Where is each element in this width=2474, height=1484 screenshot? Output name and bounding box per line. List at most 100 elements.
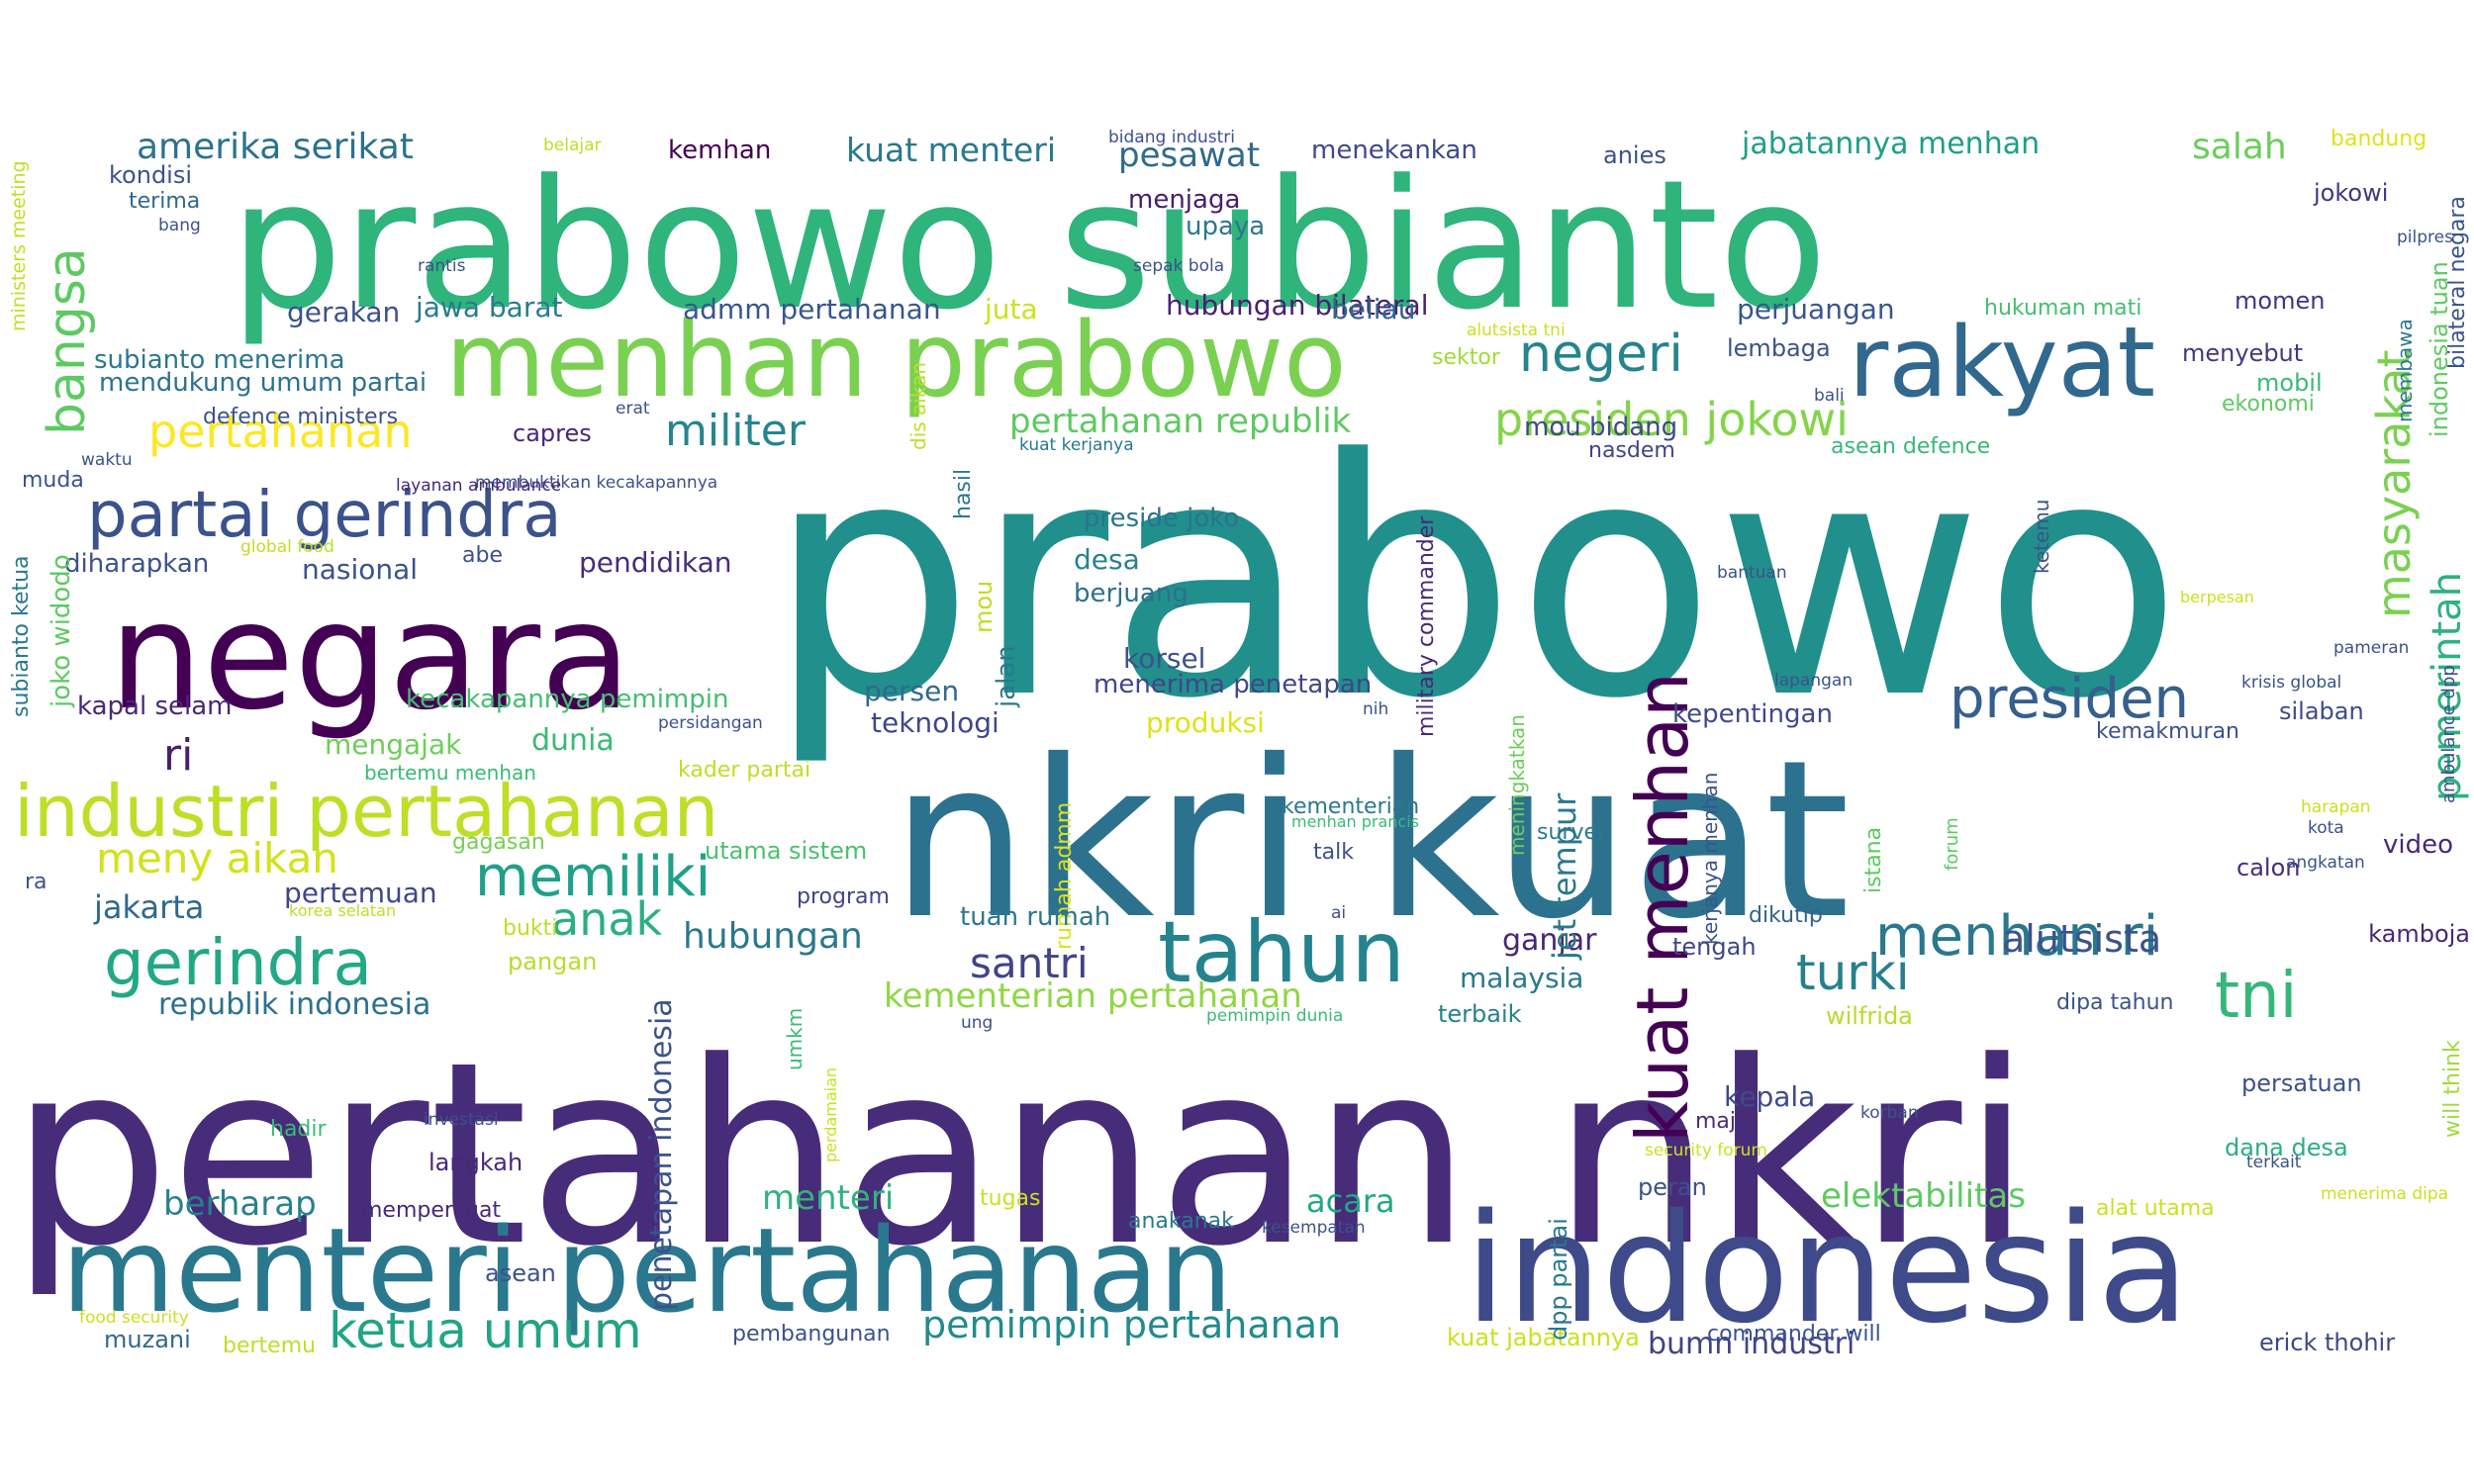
word-ambulance-dpp: ambulance dpp	[2438, 665, 2459, 803]
word-alutsista: alutsista	[2002, 917, 2161, 961]
word-pesawat: pesawat	[1118, 136, 1260, 175]
word-bali: bali	[1814, 386, 1845, 406]
word-juta: juta	[984, 293, 1038, 325]
word-menhan-prancis: menhan prancis	[1291, 812, 1419, 831]
word-pangan: pangan	[508, 948, 597, 975]
word-mobil: mobil	[2256, 369, 2323, 397]
word-will-think: will think	[2440, 1040, 2465, 1138]
word-bang: bang	[158, 216, 201, 235]
word-indonesia: indonesia	[1465, 1181, 2189, 1356]
word-pemimpin-dunia: pemimpin dunia	[1206, 1006, 1343, 1026]
word-mengajak: mengajak	[325, 728, 462, 761]
word-kapal-selam: kapal selam	[77, 692, 232, 721]
word-ganjar: ganjar	[1502, 923, 1597, 958]
word-kota: kota	[2308, 818, 2344, 838]
word-menekankan: menekankan	[1311, 136, 1477, 165]
word-waktu: waktu	[81, 450, 133, 470]
word-militer: militer	[665, 406, 807, 456]
word-kondisi: kondisi	[109, 161, 192, 189]
word-acara: acara	[1306, 1182, 1395, 1220]
word-jet-tempur: jet tempur	[1546, 792, 1583, 961]
word-negeri: negeri	[1519, 325, 1683, 384]
word-menyebut: menyebut	[2182, 339, 2303, 367]
word-pertahanan-nkri: pertahanan nkri	[10, 1008, 2032, 1302]
word-kesempatan: kesempatan	[1262, 1218, 1366, 1238]
word-kementerian-pertahanan: kementerian pertahanan	[884, 976, 1302, 1016]
word-bilateral-negara: bilateral negara	[2445, 196, 2470, 369]
word-berpesan: berpesan	[2180, 588, 2254, 606]
word-peran: peran	[1638, 1173, 1707, 1201]
word-turki: turki	[1796, 944, 1910, 1001]
word-teknologi: teknologi	[871, 706, 999, 739]
word-tni: tni	[2215, 960, 2297, 1033]
word-defence-ministers: defence ministers	[203, 405, 398, 429]
word-muzani: muzani	[104, 1326, 191, 1353]
word-survei: survei	[1537, 820, 1603, 845]
word-masyarakat: masyarakat	[2367, 349, 2421, 618]
word-santri: santri	[970, 939, 1089, 987]
word-pilpres: pilpres	[2397, 228, 2453, 247]
word-pertahanan: pertahanan	[148, 405, 412, 458]
word-presiden-jokowi: presiden jokowi	[1494, 393, 1849, 446]
word-hubungan-bilateral: hubungan bilateral	[1166, 289, 1428, 322]
word-video: video	[2383, 830, 2453, 860]
word-kemhan: kemhan	[668, 136, 771, 165]
word-pameran: pameran	[2333, 638, 2409, 658]
word-belajar: belajar	[543, 136, 602, 155]
word-gagasan: gagasan	[452, 830, 545, 855]
word-hukuman-mati: hukuman mati	[1984, 296, 2141, 321]
word-kuat-jabatannya: kuat jabatannya	[1447, 1324, 1640, 1351]
word-jakarta: jakarta	[93, 888, 204, 926]
word-beliau: beliau	[1331, 293, 1415, 325]
word-kuat-menhan: kuat menhan	[1621, 672, 1704, 1143]
word-kementerian: kementerian	[1282, 794, 1419, 819]
word-berharap: berharap	[163, 1184, 317, 1224]
word-penetapan-indonesia: penetapan indonesia	[644, 998, 679, 1311]
word-bangsa: bangsa	[38, 247, 97, 435]
word-memiliki: memiliki	[475, 845, 711, 909]
word-jabatannya-menhan: jabatannya menhan	[1741, 127, 2040, 161]
word-sepak-bola: sepak bola	[1133, 256, 1224, 276]
word-menhan-ri: menhan ri	[1875, 904, 2158, 969]
word-terima: terima	[129, 189, 200, 214]
word-kecakapannya-pemimpin: kecakapannya pemimpin	[406, 685, 728, 714]
word-memperkuat: memperkuat	[361, 1198, 501, 1223]
word-dikutip: dikutip	[1749, 903, 1823, 928]
word-ministers-meeting: ministers meeting	[8, 160, 30, 331]
word-ra: ra	[25, 870, 48, 894]
word-nasional: nasional	[302, 553, 418, 586]
word-layanan-ambulance: layanan ambulance	[396, 476, 561, 496]
word-tuan-rumah: tuan rumah	[960, 902, 1110, 932]
word-membawa: membawa	[2393, 319, 2417, 422]
word-hasil: hasil	[951, 469, 976, 519]
word-menteri: menteri	[762, 1178, 894, 1218]
word-korban: korban	[1860, 1103, 1919, 1123]
word-maju: maju	[1695, 1109, 1750, 1134]
word-lembaga: lembaga	[1727, 334, 1831, 362]
word-pemimpin-pertahanan: pemimpin pertahanan	[922, 1303, 1341, 1346]
word-perdamaian: perdamaian	[821, 1067, 840, 1162]
word-asean-defence: asean defence	[1831, 434, 1990, 459]
word-pendidikan: pendidikan	[579, 546, 731, 579]
word-angkatan: angkatan	[2286, 853, 2365, 873]
word-umkm: umkm	[783, 1008, 807, 1070]
word-krisis-global: krisis global	[2241, 673, 2341, 693]
word-pembangunan: pembangunan	[732, 1322, 891, 1346]
word-pertahanan-republik: pertahanan republik	[1009, 402, 1352, 441]
word-rumah-admm: rumah admm	[1052, 802, 1077, 950]
word-republik-indonesia: republik indonesia	[158, 987, 430, 1022]
word-investasi: investasi	[424, 1110, 499, 1130]
word-program: program	[797, 884, 890, 909]
word-kader-partai: kader partai	[678, 758, 810, 783]
word-mou: mou	[970, 581, 998, 633]
word-menteri-pertahanan: menteri pertahanan	[61, 1202, 1233, 1339]
word-dana-desa: dana desa	[2225, 1134, 2348, 1161]
word-jokowi: jokowi	[2313, 179, 2388, 207]
word-kepala: kepala	[1724, 1080, 1815, 1113]
word-korsel: korsel	[1123, 642, 1205, 675]
word-anakanak: anakanak	[1128, 1209, 1234, 1234]
word-nih: nih	[1363, 699, 1388, 719]
word-erat: erat	[616, 399, 650, 418]
word-kepentingan: kepentingan	[1672, 699, 1833, 729]
word-nasdem: nasdem	[1588, 438, 1675, 463]
